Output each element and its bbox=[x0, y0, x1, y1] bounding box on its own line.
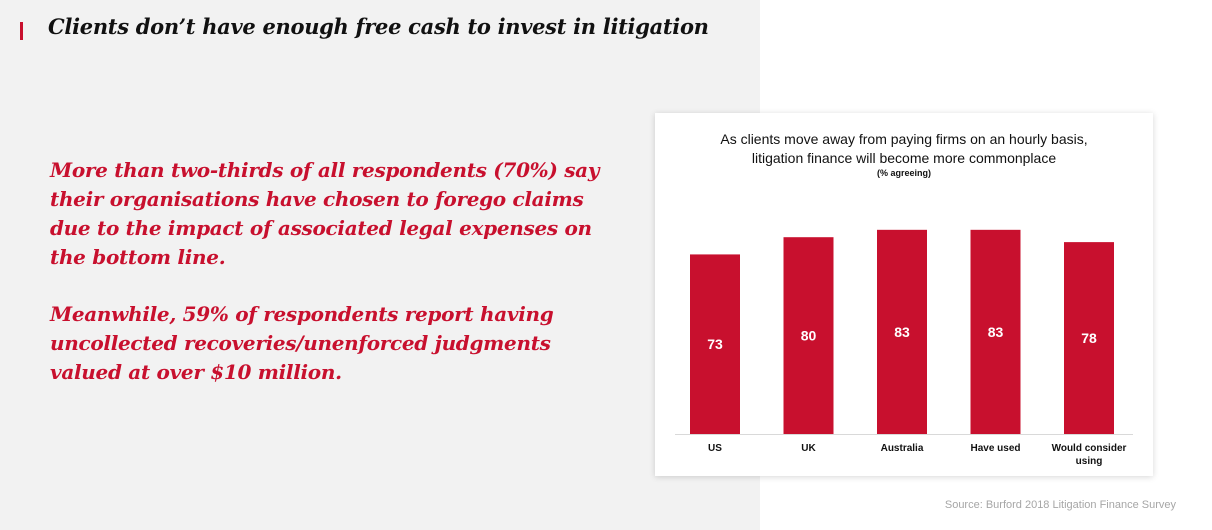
value-label-have-used: 83 bbox=[988, 324, 1004, 340]
bar-chart: 73 US 80 UK 83 Australia 83 Have used 78 Would co… bbox=[675, 229, 1133, 467]
bar-australia bbox=[877, 229, 927, 434]
chart-title: As clients move away from paying firms o… bbox=[655, 130, 1153, 168]
chart-card: As clients move away from paying firms o… bbox=[655, 113, 1153, 476]
stat-paragraph-recoveries: Meanwhile, 59% of respondents report hav… bbox=[50, 302, 554, 384]
chart-subtitle: (% agreeing) bbox=[876, 168, 931, 178]
value-label-would-consider-using: 78 bbox=[1081, 330, 1097, 346]
value-label-uk: 80 bbox=[801, 328, 817, 344]
value-label-us: 73 bbox=[707, 336, 723, 352]
stat-paragraph-claims: More than two-thirds of all respondents … bbox=[50, 158, 600, 269]
value-label-australia: 83 bbox=[894, 324, 910, 340]
category-label-australia: Australia bbox=[881, 443, 924, 454]
category-label-would-consider-using: Would consider using bbox=[1052, 443, 1127, 467]
chart-title-line-2: litigation finance will become more comm… bbox=[751, 150, 1057, 166]
chart-title-line-1: As clients move away from paying firms o… bbox=[720, 131, 1088, 147]
category-label-have-used: Have used bbox=[970, 443, 1020, 454]
bar-would-consider-using bbox=[1064, 242, 1114, 434]
bar-uk bbox=[783, 237, 834, 434]
category-label-uk: UK bbox=[801, 443, 816, 454]
title-accent-bar bbox=[20, 22, 23, 40]
bar-us bbox=[690, 254, 740, 434]
left-panel bbox=[0, 0, 760, 530]
page-title: Clients don’t have enough free cash to i… bbox=[48, 14, 709, 39]
bar-have-used bbox=[970, 229, 1021, 434]
category-label-us: US bbox=[708, 443, 722, 454]
source-note: Source: Burford 2018 Litigation Finance … bbox=[944, 499, 1176, 511]
